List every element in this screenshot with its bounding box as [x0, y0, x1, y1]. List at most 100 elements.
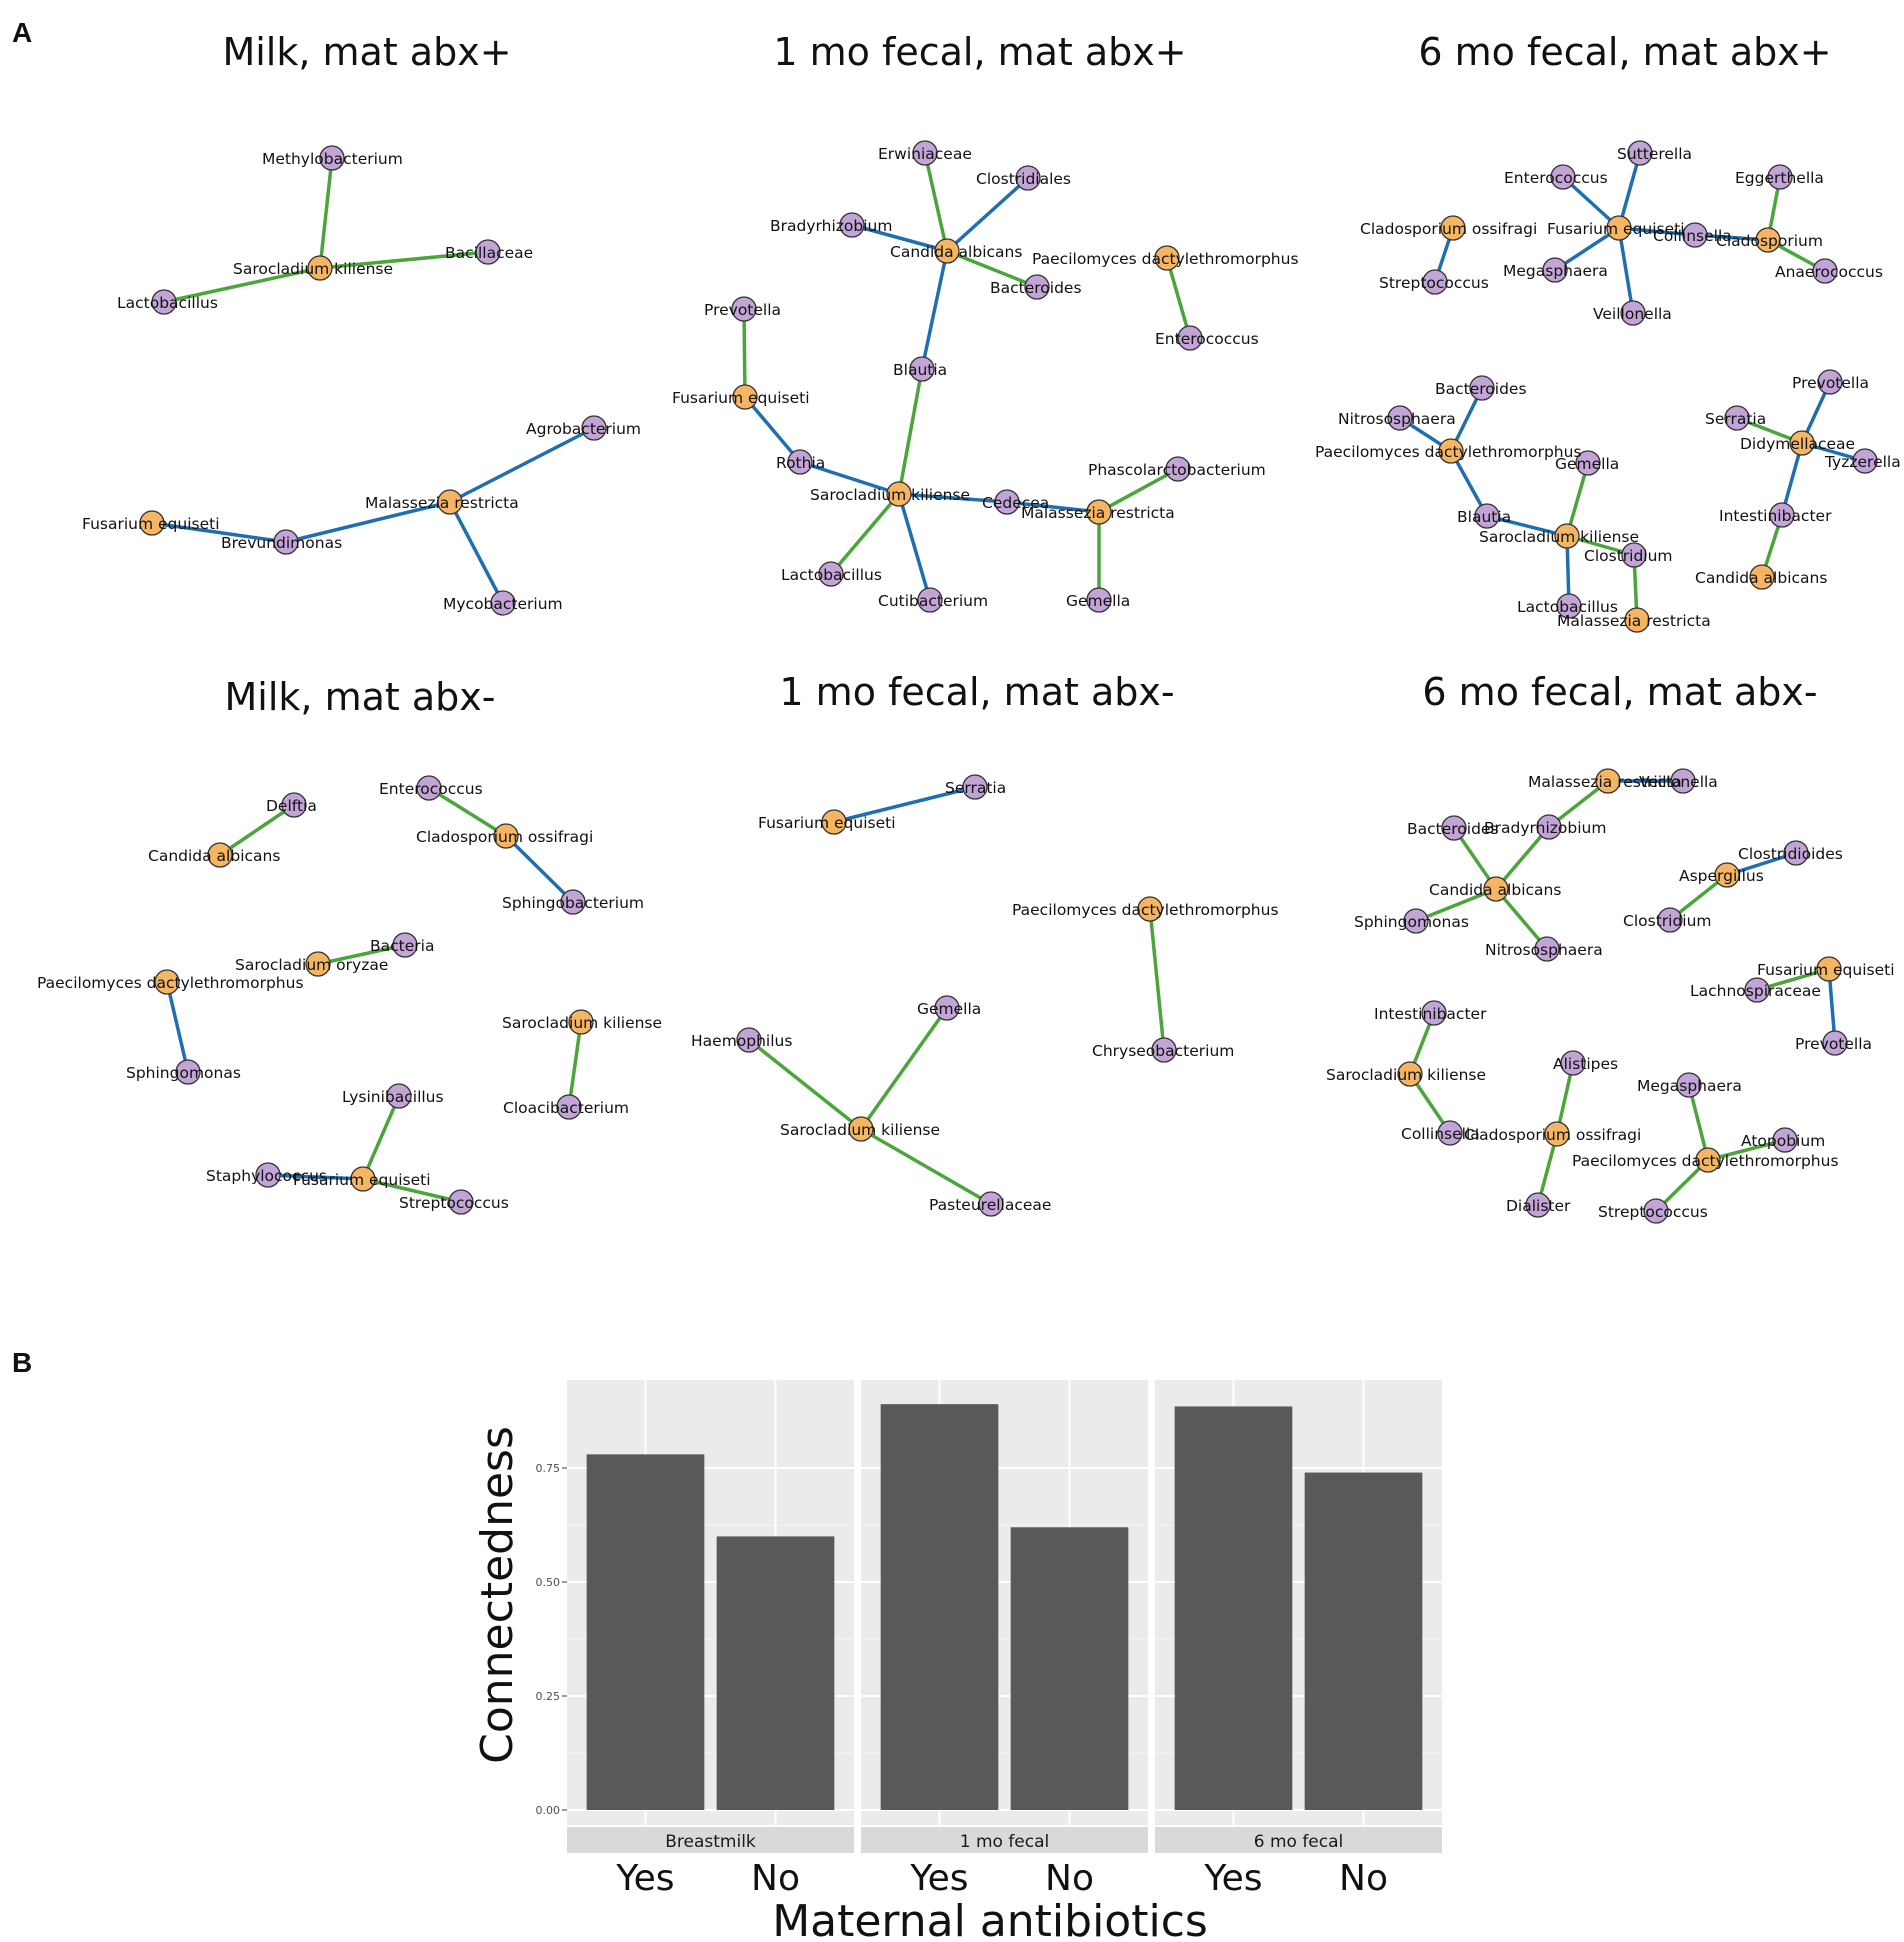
positive-edge	[319, 250, 489, 270]
bacteria-node	[319, 145, 345, 171]
negative-edge	[1618, 226, 1696, 237]
bacteria-node	[736, 1027, 762, 1053]
negative-edge	[897, 493, 932, 601]
node-label: Didymellaceae	[1740, 435, 1855, 453]
bacteria-node	[1676, 1072, 1702, 1098]
positive-edge	[829, 492, 901, 576]
fungus-node	[1606, 215, 1632, 241]
node-label: Serratia	[1705, 410, 1766, 428]
node-label: Methylobacterium	[262, 150, 403, 168]
node-label: Brevundimonas	[221, 534, 342, 552]
bacteria-node	[934, 995, 960, 1021]
negative-edge	[448, 501, 505, 604]
x-tick-label: No	[751, 1858, 800, 1899]
node-label: Streptococcus	[399, 1194, 509, 1212]
positive-edge	[923, 152, 949, 252]
bacteria-node	[994, 489, 1020, 515]
node-label: Cedecea	[982, 494, 1049, 512]
bacteria-node	[1769, 502, 1795, 528]
node-label: Bacteroides	[1407, 820, 1499, 838]
bacteria-node	[175, 1059, 201, 1085]
bacteria-node	[556, 1094, 582, 1120]
node-label: Gemella	[917, 1000, 981, 1018]
bar-1-mo-fecal-yes	[880, 1404, 999, 1810]
node-label: Paecilomyces dactylethromorphus	[1032, 250, 1299, 268]
node-label: Dialister	[1506, 1197, 1571, 1215]
node-label: Alistipes	[1553, 1055, 1618, 1073]
node-label: Bacteroides	[990, 279, 1082, 297]
fungus-node	[568, 1009, 594, 1035]
fungus-node	[1749, 564, 1775, 590]
bacteria-node	[1620, 300, 1646, 326]
fungus-node	[1483, 876, 1509, 902]
bacteria-node	[1556, 593, 1582, 619]
node-label: Fusarium equiseti	[1547, 220, 1685, 238]
network-title: 1 mo fecal, mat abx+	[773, 30, 1186, 74]
bacteria-node	[731, 296, 757, 322]
node-label: Pasteurellaceae	[929, 1196, 1051, 1214]
bacteria-node	[1670, 768, 1696, 794]
node-label: Clostridium	[1623, 912, 1712, 930]
bacteria-node	[1086, 587, 1112, 613]
bacteria-node	[1812, 258, 1838, 284]
fungus-node	[1086, 499, 1112, 525]
node-label: Delftia	[266, 797, 317, 815]
bacteria-node	[909, 356, 935, 382]
fungus-node	[305, 951, 331, 977]
fungus-node	[350, 1166, 376, 1192]
facet-strip-label: 6 mo fecal	[1254, 1832, 1344, 1852]
negative-edge	[449, 426, 595, 504]
fungus-node	[1554, 523, 1580, 549]
bacteria-node	[1536, 814, 1562, 840]
node-label: Bradyrhizobium	[770, 217, 892, 235]
fungus-node	[1816, 956, 1842, 982]
negative-edge	[743, 395, 802, 464]
positive-edge	[219, 803, 295, 857]
negative-edge	[1617, 152, 1642, 229]
node-label: Cladosporium ossifragi	[416, 828, 593, 846]
negative-edge	[267, 1173, 364, 1181]
node-label: Malassezia restricta	[1528, 773, 1682, 791]
negative-edge	[1486, 514, 1568, 538]
node-label: Candida albicans	[890, 243, 1022, 261]
network-6-mo-fecal-mat-abx: 6 mo fecal, mat abx+ Sutterella Enterococc…	[1315, 30, 1901, 633]
bacteria-node	[1534, 936, 1560, 962]
node-label: Sarocladium oryzae	[235, 956, 388, 974]
network-title: Milk, mat abx+	[222, 30, 511, 74]
bacteria-node	[1724, 405, 1750, 431]
bacteria-node	[1441, 815, 1467, 841]
fungus-node	[1714, 862, 1740, 888]
positive-edge	[567, 1021, 583, 1108]
x-tick-label: No	[1045, 1858, 1094, 1899]
node-label: Fusarium equiseti	[293, 1171, 431, 1189]
node-label: Cladosporium ossifragi	[1360, 220, 1537, 238]
bacteria-node	[839, 212, 865, 238]
node-label: Clostridiales	[976, 170, 1071, 188]
bacteria-node	[392, 932, 418, 958]
positive-edge	[362, 1177, 462, 1204]
negative-edge	[504, 834, 575, 904]
node-label: Fusarium equiseti	[758, 814, 896, 832]
x-tick-label: Yes	[615, 1858, 674, 1899]
y-tick-label: 0.25	[536, 1690, 561, 1703]
bacteria-node	[448, 1189, 474, 1215]
node-label: Megasphaera	[1637, 1077, 1742, 1095]
bacteria-node	[818, 561, 844, 587]
positive-edge	[317, 943, 406, 966]
panel-label-b: B	[12, 1347, 32, 1378]
bar-chart: Yes No Breastmilk Yes No 1 mo fecal Yes No 6 mo …	[472, 1380, 1442, 1942]
node-label: Lactobacillus	[117, 294, 218, 312]
bacteria-node	[1560, 1050, 1586, 1076]
network-title: Milk, mat abx-	[225, 675, 496, 719]
facet-strip	[1155, 1827, 1442, 1853]
node-label: Mycobacterium	[443, 595, 563, 613]
bar-6-mo-fecal-yes	[1174, 1406, 1293, 1810]
network-panels: Milk, mat abx+ Methylobacterium Sarocladiu…	[37, 30, 1901, 1224]
positive-edge	[1148, 908, 1166, 1051]
node-label: Nitrososphaera	[1338, 410, 1456, 428]
node-label: Clostridioides	[1738, 845, 1843, 863]
facet-strip-label: 1 mo fecal	[960, 1832, 1050, 1852]
positive-edge	[859, 1006, 949, 1131]
facet-6-mo-fecal: Yes No 6 mo fecal	[1155, 1380, 1442, 1899]
node-label: Sutterella	[1617, 145, 1692, 163]
